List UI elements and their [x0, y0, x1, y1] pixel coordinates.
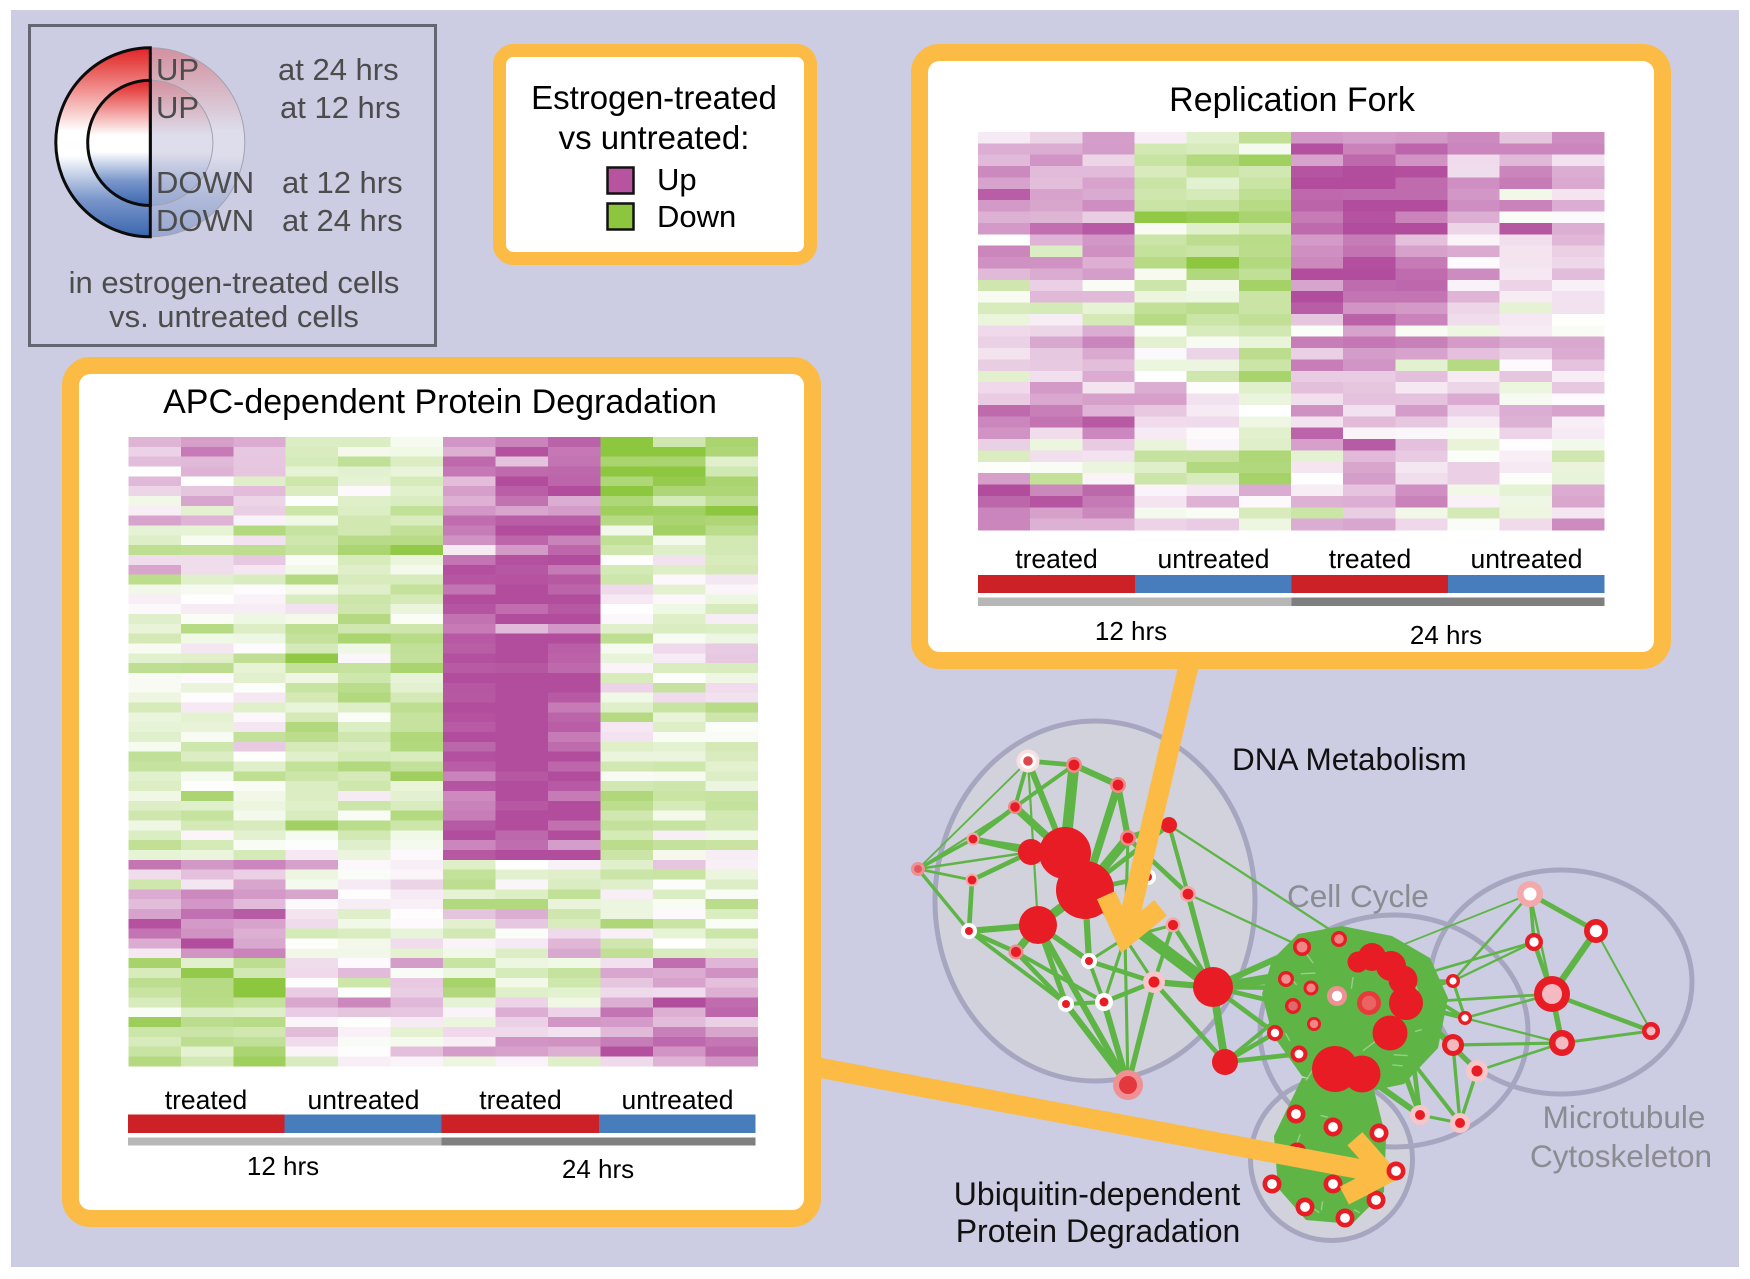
svg-text:24 hrs: 24 hrs	[1410, 620, 1482, 650]
svg-text:treated: treated	[1329, 544, 1412, 574]
svg-text:DOWN: DOWN	[156, 203, 254, 238]
svg-text:Cell Cycle: Cell Cycle	[1287, 878, 1429, 914]
svg-text:treated: treated	[165, 1085, 248, 1115]
svg-text:Cytoskeleton: Cytoskeleton	[1530, 1138, 1712, 1174]
svg-text:untreated: untreated	[622, 1085, 734, 1115]
svg-text:Estrogen-treated: Estrogen-treated	[531, 79, 777, 116]
svg-text:DNA Metabolism: DNA Metabolism	[1232, 741, 1467, 777]
svg-text:untreated: untreated	[1471, 544, 1583, 574]
svg-text:in estrogen-treated cells: in estrogen-treated cells	[69, 265, 400, 300]
svg-text:untreated: untreated	[308, 1085, 420, 1115]
svg-text:Ubiquitin-dependent: Ubiquitin-dependent	[954, 1176, 1241, 1212]
svg-text:at 24 hrs: at 24 hrs	[278, 52, 399, 87]
svg-text:Protein Degradation: Protein Degradation	[956, 1213, 1241, 1249]
svg-text:at 24 hrs: at 24 hrs	[282, 203, 403, 238]
svg-text:APC-dependent Protein Degradat: APC-dependent Protein Degradation	[163, 383, 717, 421]
svg-text:UP: UP	[156, 52, 199, 87]
svg-text:24 hrs: 24 hrs	[562, 1154, 634, 1184]
svg-text:UP: UP	[156, 90, 199, 125]
svg-text:at 12 hrs: at 12 hrs	[280, 90, 401, 125]
svg-text:Up: Up	[657, 162, 697, 197]
svg-text:Microtubule: Microtubule	[1543, 1099, 1706, 1135]
svg-text:Replication Fork: Replication Fork	[1169, 81, 1416, 119]
svg-text:12 hrs: 12 hrs	[247, 1151, 319, 1181]
svg-text:at 12 hrs: at 12 hrs	[282, 165, 403, 200]
svg-text:treated: treated	[1015, 544, 1098, 574]
svg-text:vs. untreated cells: vs. untreated cells	[109, 299, 359, 334]
svg-text:DOWN: DOWN	[156, 165, 254, 200]
svg-text:treated: treated	[479, 1085, 562, 1115]
svg-text:untreated: untreated	[1158, 544, 1270, 574]
svg-text:vs untreated:: vs untreated:	[559, 119, 750, 156]
svg-text:Down: Down	[657, 199, 736, 234]
svg-text:12 hrs: 12 hrs	[1095, 616, 1167, 646]
